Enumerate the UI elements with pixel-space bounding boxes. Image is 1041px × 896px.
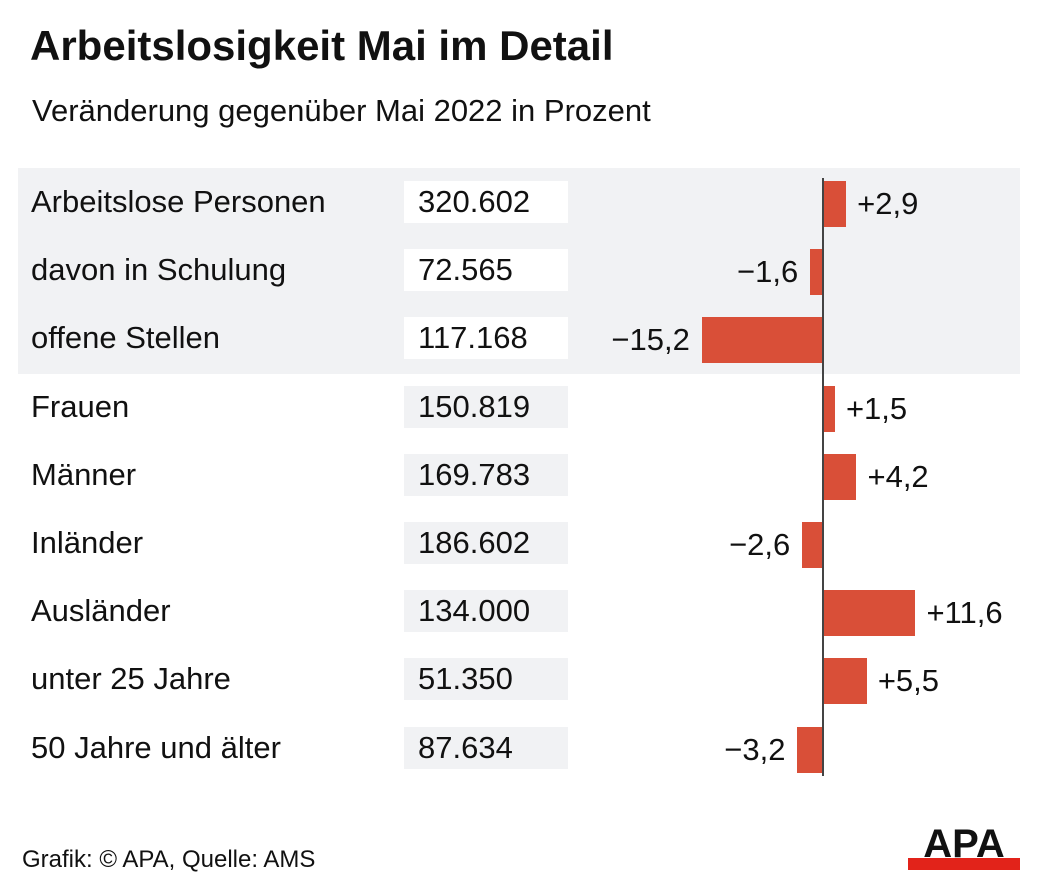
- absolute-value: 169.783: [404, 453, 568, 496]
- data-label: −3,2: [724, 731, 786, 767]
- apa-logo: APA: [908, 826, 1020, 870]
- category-label: unter 25 Jahre: [31, 661, 231, 697]
- data-label: −2,6: [729, 527, 791, 562]
- data-label: +1,5: [845, 390, 908, 426]
- absolute-value: 51.350: [404, 658, 568, 701]
- logo-bar: [908, 858, 1020, 870]
- absolute-value: 117.168: [404, 317, 568, 360]
- bar: [823, 658, 867, 705]
- absolute-value: 320.602: [404, 181, 568, 223]
- category-label: offene Stellen: [31, 320, 221, 356]
- category-label: davon in Schulung: [31, 252, 287, 288]
- category-label: Inländer: [31, 525, 144, 560]
- category-label: Arbeitslose Personen: [31, 184, 326, 219]
- absolute-value: 72.565: [404, 249, 568, 292]
- absolute-value: 87.634: [404, 726, 568, 769]
- category-label: Frauen: [31, 388, 130, 424]
- absolute-value: 134.000: [404, 590, 568, 633]
- bar: [823, 385, 835, 432]
- bar: [701, 317, 823, 364]
- category-label: Ausländer: [31, 593, 171, 629]
- data-label: +4,2: [867, 458, 929, 494]
- absolute-value: 150.819: [404, 385, 568, 428]
- bar: [802, 522, 823, 568]
- bar: [823, 181, 847, 227]
- category-label: 50 Jahre und älter: [31, 729, 281, 765]
- data-label: +5,5: [877, 663, 940, 699]
- absolute-value: 186.602: [404, 522, 568, 564]
- bar: [823, 453, 857, 500]
- chart-title: Arbeitslosigkeit Mai im Detail: [30, 22, 614, 69]
- chart-subtitle: Veränderung gegenüber Mai 2022 in Prozen…: [32, 93, 651, 128]
- category-label: Männer: [31, 456, 137, 492]
- data-label: +2,9: [857, 186, 919, 221]
- bar: [823, 590, 916, 637]
- data-label: −15,2: [611, 322, 690, 358]
- source-note: Grafik: © APA, Quelle: AMS: [22, 846, 316, 873]
- data-label: +11,6: [926, 595, 1003, 631]
- zero-axis: [822, 178, 824, 776]
- bar: [797, 726, 823, 773]
- bar: [810, 249, 823, 296]
- data-label: −1,6: [737, 254, 799, 290]
